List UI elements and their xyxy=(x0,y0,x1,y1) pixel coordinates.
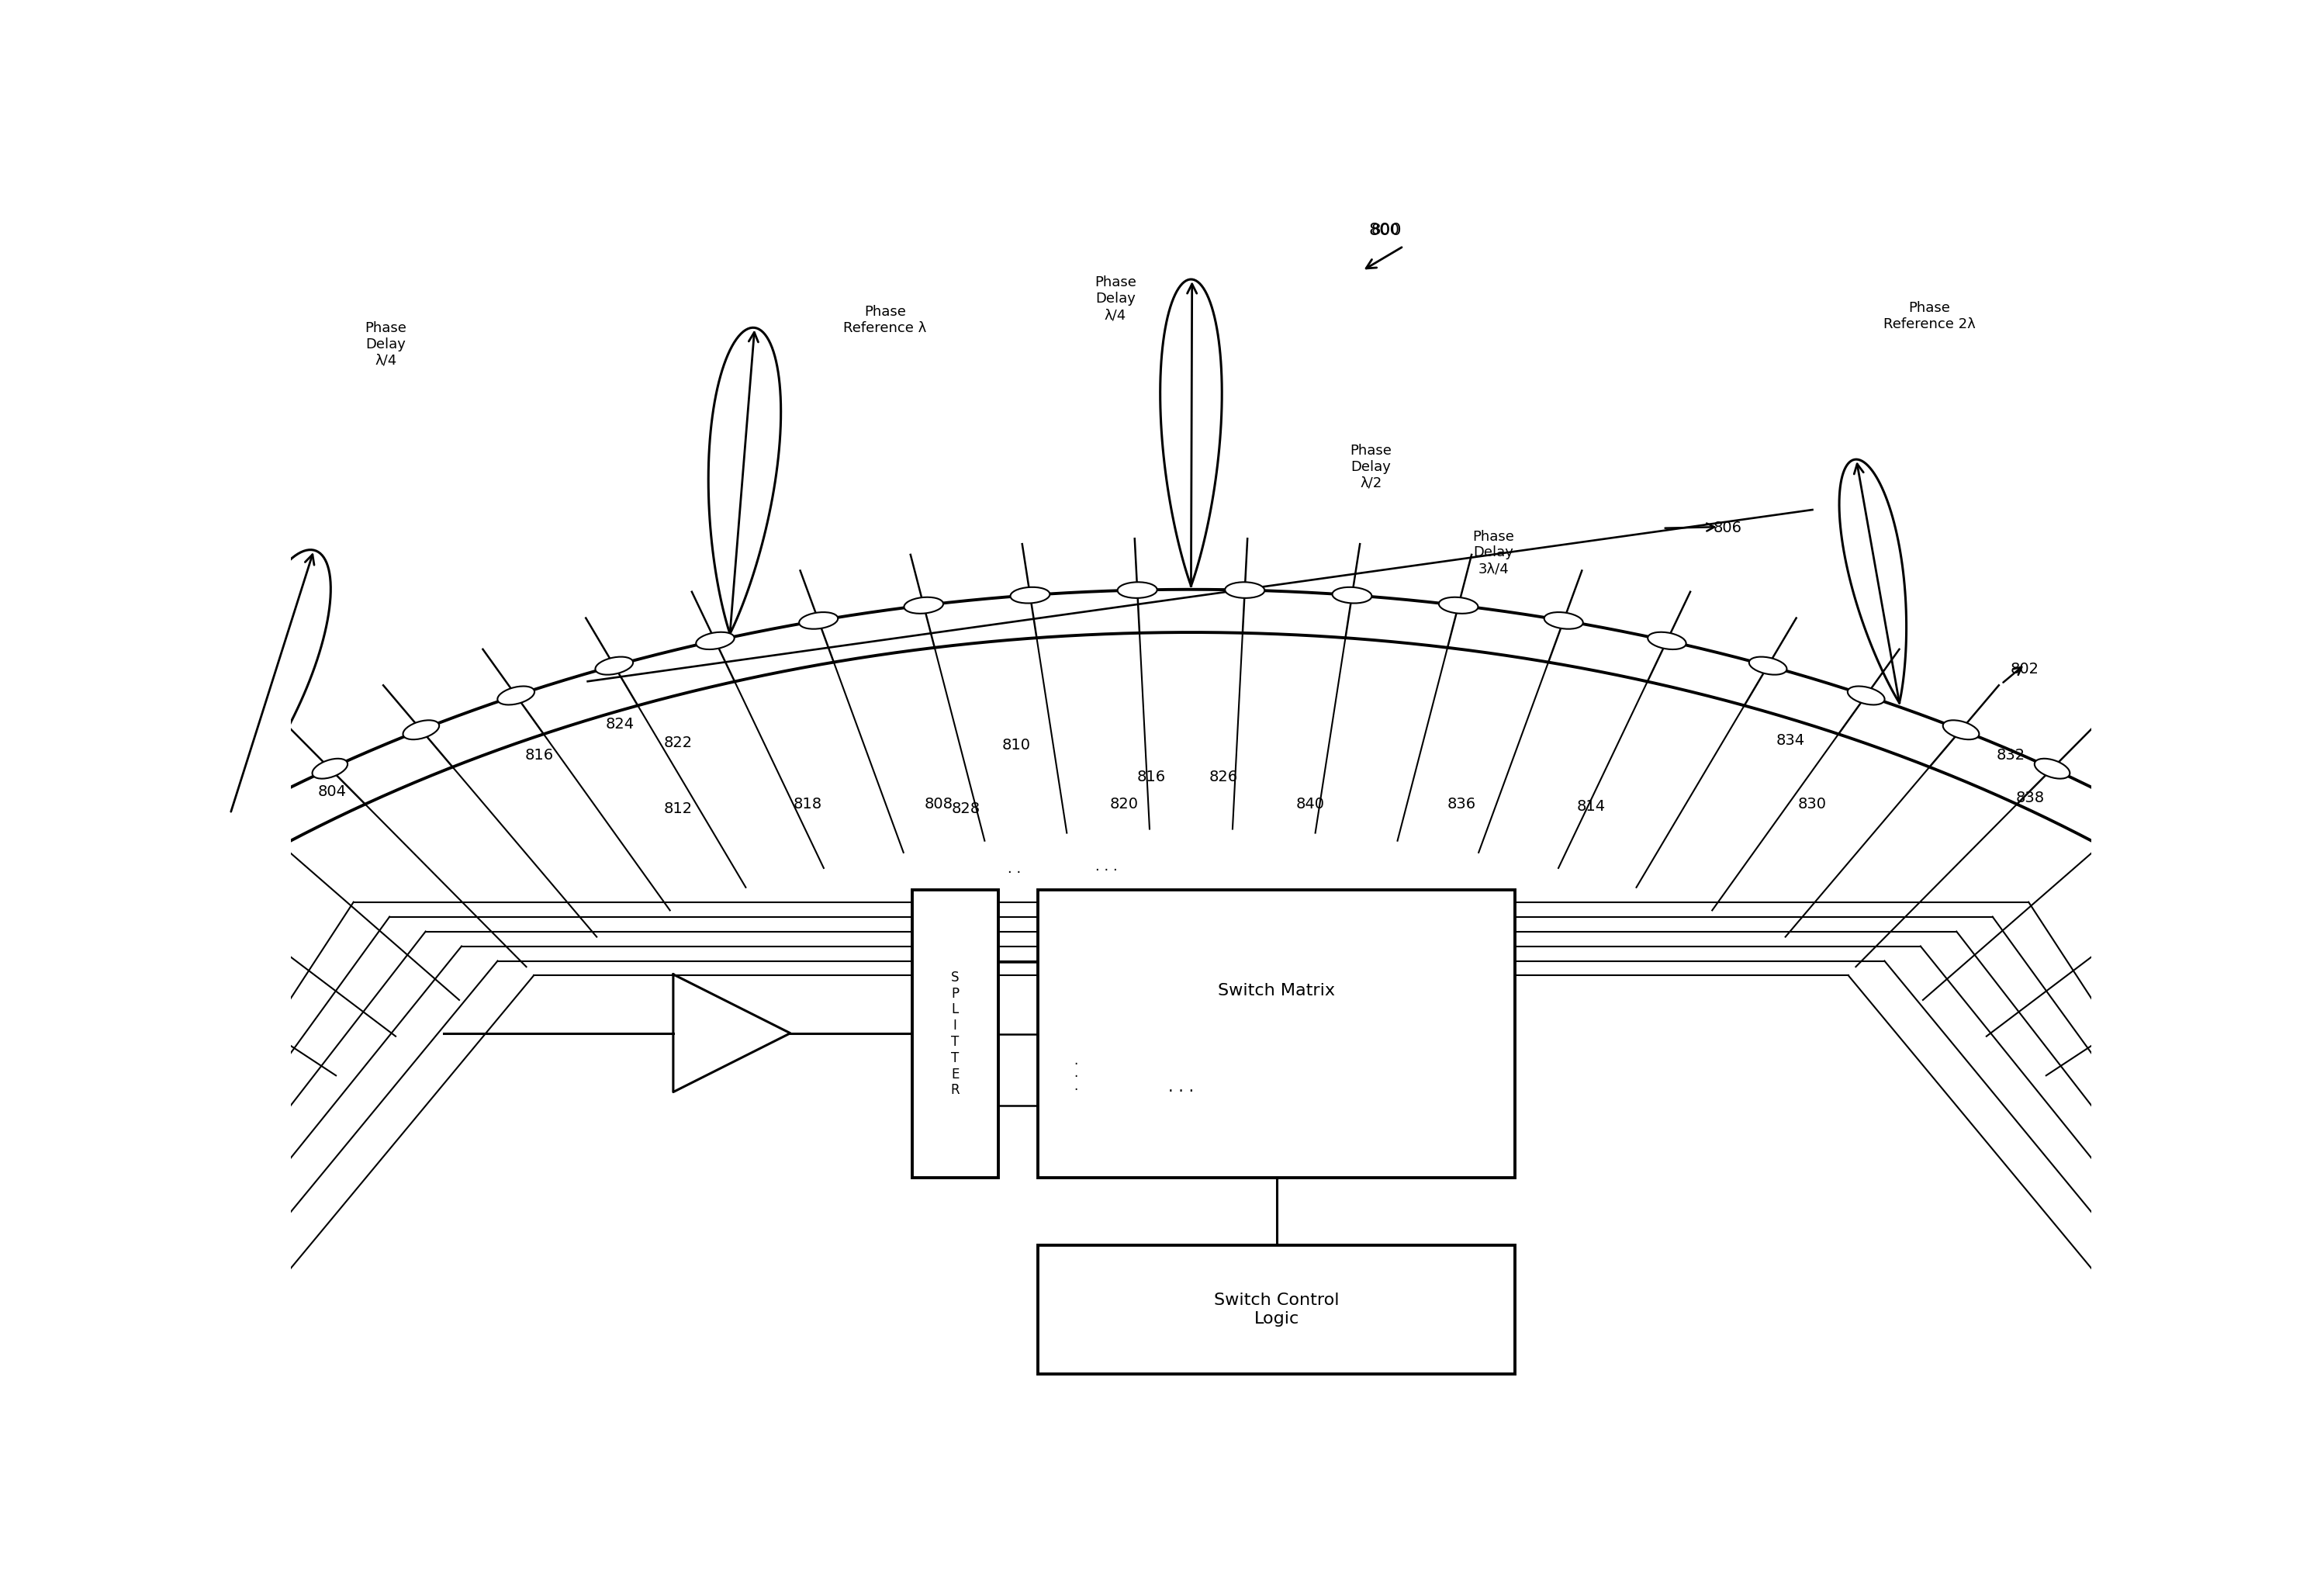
Ellipse shape xyxy=(1332,587,1371,603)
Text: Phase
Reference λ: Phase Reference λ xyxy=(844,304,927,334)
Text: 816: 816 xyxy=(525,748,553,763)
Ellipse shape xyxy=(2205,849,2238,869)
Ellipse shape xyxy=(2282,898,2315,920)
Ellipse shape xyxy=(695,632,734,650)
Ellipse shape xyxy=(497,686,535,705)
Text: 818: 818 xyxy=(792,796,823,812)
Text: 806: 806 xyxy=(1713,521,1743,535)
Bar xyxy=(1039,1245,1515,1374)
Text: 800: 800 xyxy=(1371,223,1399,237)
Text: 814: 814 xyxy=(1576,799,1606,814)
Text: · · ·: · · · xyxy=(1169,1084,1195,1098)
Ellipse shape xyxy=(311,759,349,778)
Text: 808: 808 xyxy=(925,796,953,812)
Text: 836: 836 xyxy=(1448,796,1476,812)
Ellipse shape xyxy=(595,657,632,675)
Text: Switch Matrix: Switch Matrix xyxy=(1218,982,1336,998)
Ellipse shape xyxy=(799,613,839,629)
Ellipse shape xyxy=(2034,759,2071,778)
Text: Phase
Reference 2λ: Phase Reference 2λ xyxy=(1882,301,1975,331)
Ellipse shape xyxy=(402,720,439,740)
Text: Phase
Delay
λ/4: Phase Delay λ/4 xyxy=(365,322,407,368)
Text: 830: 830 xyxy=(1799,796,1827,812)
Text: 820: 820 xyxy=(1111,796,1139,812)
Text: 824: 824 xyxy=(607,716,634,732)
Text: Phase
Delay
λ/2: Phase Delay λ/2 xyxy=(1350,444,1392,490)
Text: · · ·: · · · xyxy=(1095,863,1118,877)
Ellipse shape xyxy=(67,898,100,920)
Ellipse shape xyxy=(904,597,944,613)
Text: 826: 826 xyxy=(1208,769,1239,785)
Ellipse shape xyxy=(1011,587,1050,603)
Text: 810: 810 xyxy=(1002,737,1030,753)
Ellipse shape xyxy=(225,801,260,821)
Text: ·
·
·: · · · xyxy=(1074,1057,1078,1097)
Text: S
P
L
I
T
T
E
R: S P L I T T E R xyxy=(951,971,960,1097)
Ellipse shape xyxy=(1543,613,1583,629)
Text: 800: 800 xyxy=(1369,223,1401,239)
Text: Phase
Delay
λ/4: Phase Delay λ/4 xyxy=(1095,275,1136,322)
Text: 802: 802 xyxy=(2010,662,2038,677)
Ellipse shape xyxy=(1848,686,1885,705)
Ellipse shape xyxy=(1118,583,1157,599)
Text: 838: 838 xyxy=(2015,791,2045,806)
Bar xyxy=(911,890,999,1178)
Text: 822: 822 xyxy=(662,736,693,750)
Text: 834: 834 xyxy=(1776,732,1806,748)
Ellipse shape xyxy=(1943,720,1980,740)
Text: 812: 812 xyxy=(662,801,693,817)
Text: · ·: · · xyxy=(1006,866,1020,880)
Ellipse shape xyxy=(0,952,28,976)
Text: 804: 804 xyxy=(318,785,346,799)
Text: 832: 832 xyxy=(1996,748,2024,763)
Text: 816: 816 xyxy=(1136,769,1167,785)
Ellipse shape xyxy=(1750,657,1787,675)
Text: 828: 828 xyxy=(951,801,981,817)
Ellipse shape xyxy=(1225,583,1264,599)
Ellipse shape xyxy=(1439,597,1478,613)
Ellipse shape xyxy=(2122,801,2157,821)
Text: 840: 840 xyxy=(1294,796,1325,812)
Text: Phase
Delay
3λ/4: Phase Delay 3λ/4 xyxy=(1473,530,1515,576)
Text: Switch Control
Logic: Switch Control Logic xyxy=(1213,1293,1339,1326)
Bar xyxy=(1039,890,1515,1178)
Ellipse shape xyxy=(1648,632,1687,650)
Ellipse shape xyxy=(144,849,177,869)
